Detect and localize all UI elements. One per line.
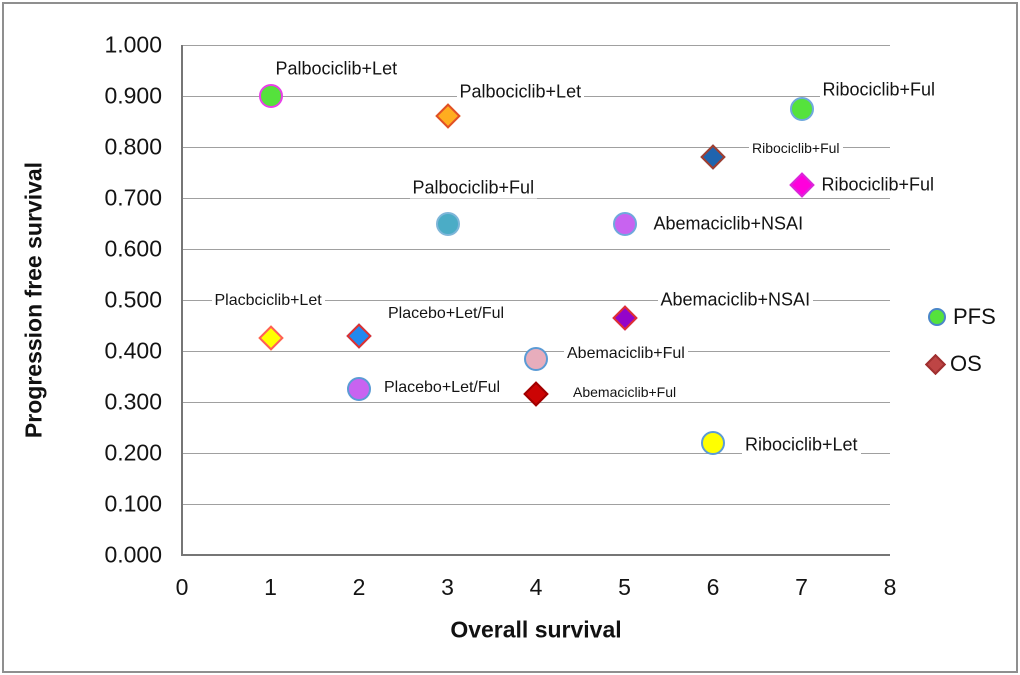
gridline — [182, 197, 890, 199]
legend-label-pfs: PFS — [953, 304, 996, 329]
x-tick-label: 8 — [883, 574, 897, 600]
gridline — [182, 146, 890, 148]
data-point-pfs — [524, 346, 548, 371]
data-point-pfs — [435, 211, 460, 236]
data-point-label: Placebo+Let/Ful — [385, 304, 508, 323]
y-tick-label: 0.700 — [104, 184, 162, 211]
x-axis-title: Overall survival — [450, 616, 622, 643]
data-point-pfs — [701, 430, 725, 455]
x-tick-label: 7 — [795, 574, 808, 600]
data-point-label: Ribociclib+Let — [742, 434, 861, 456]
legend-item-os: OS — [924, 351, 996, 377]
data-point-label: Ribociclib+Ful — [749, 140, 843, 157]
y-tick-label: 0.100 — [104, 490, 162, 517]
legend: PFS OS — [924, 304, 996, 377]
scatter-chart: 0.000 0.100 0.200 0.300 0.400 0.500 0.600 0.700… — [4, 4, 1016, 671]
pfs-circle-marker-icon — [928, 308, 946, 326]
data-point-pfs — [612, 211, 637, 236]
data-point-os — [700, 144, 726, 170]
data-point-os — [257, 325, 284, 351]
x-tick-label: 1 — [264, 574, 277, 600]
x-axis-line — [181, 554, 890, 556]
data-point-label: Placbciclib+Let — [211, 292, 325, 311]
gridline — [182, 299, 890, 301]
data-point-os — [434, 103, 461, 130]
y-tick-label: 0.500 — [104, 286, 162, 313]
y-tick-label: 0.600 — [104, 235, 162, 262]
data-point-label: Abemaciclib+Ful — [564, 344, 688, 363]
os-diamond-marker-icon — [924, 353, 947, 375]
data-point-os — [523, 381, 549, 408]
y-axis-title: Progression free survival — [20, 161, 47, 439]
y-tick-label: 0.000 — [104, 541, 162, 568]
y-tick-label: 0.200 — [104, 439, 162, 466]
data-point-label: Abemaciclib+NSAI — [657, 289, 814, 311]
x-tick-label: 3 — [441, 574, 454, 600]
legend-label-os: OS — [950, 351, 982, 376]
data-point-label: Placebo+Let/Ful — [381, 379, 504, 398]
legend-item-pfs: PFS — [928, 304, 996, 330]
x-tick-label: 2 — [352, 574, 366, 600]
y-tick-label: 0.400 — [104, 337, 162, 364]
data-point-label: Ribociclib+Ful — [818, 174, 938, 196]
data-point-os — [788, 172, 815, 198]
x-tick-label: 5 — [618, 574, 631, 600]
y-tick-label: 1.000 — [104, 31, 162, 58]
data-point-pfs — [347, 377, 371, 402]
gridline — [182, 248, 890, 250]
gridline — [182, 44, 890, 46]
data-point-pfs — [258, 84, 283, 108]
data-point-pfs — [789, 96, 814, 121]
gridline — [182, 503, 890, 505]
y-tick-label: 0.800 — [104, 133, 162, 160]
y-tick-label: 0.300 — [104, 388, 162, 415]
data-point-label: Palbociclib+Ful — [409, 177, 538, 198]
y-axis-line — [181, 45, 183, 556]
data-point-label: Palbociclib+Let — [456, 81, 585, 103]
x-tick-label: 6 — [706, 574, 720, 600]
gridline — [182, 452, 890, 454]
data-point-label: Abemaciclib+NSAI — [650, 213, 807, 234]
data-point-os — [346, 322, 372, 349]
data-point-label: Palbociclib+Let — [272, 58, 401, 80]
data-point-label: Ribociclib+Ful — [819, 79, 939, 101]
x-tick-label: 0 — [175, 574, 189, 600]
y-tick-label: 0.900 — [104, 82, 162, 109]
data-point-os — [611, 305, 638, 331]
x-tick-label: 4 — [529, 574, 543, 600]
data-point-label: Abemaciclib+Ful — [570, 384, 680, 401]
